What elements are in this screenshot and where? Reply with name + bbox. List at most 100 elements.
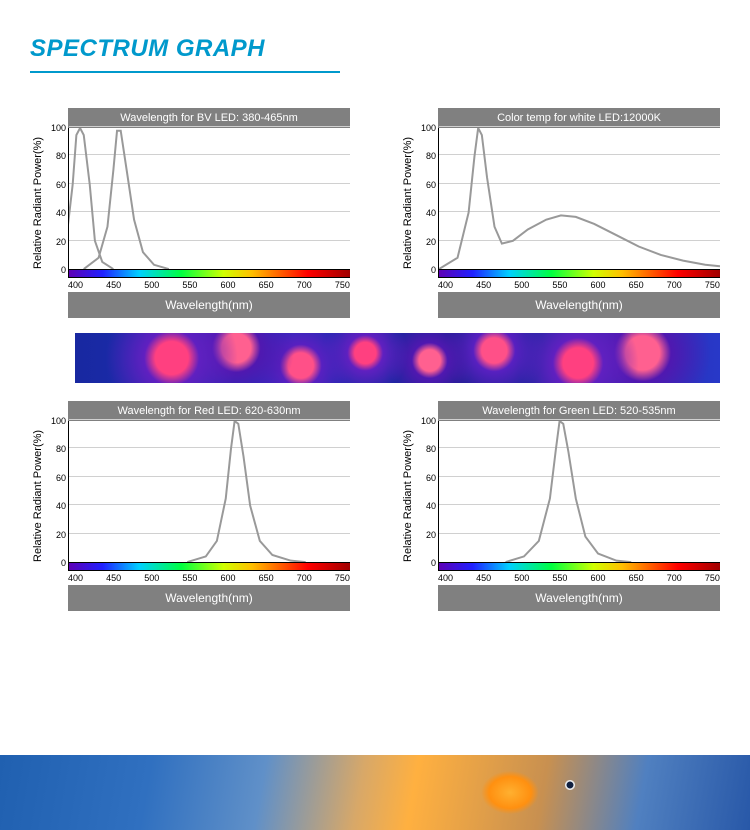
x-tick: 550 [552,573,567,583]
y-axis-label: Relative Radiant Power(%) [30,128,48,278]
chart-body: Relative Radiant Power(%)020406080100 [400,421,720,571]
x-tick: 700 [297,280,312,290]
spectrum-curve [187,421,305,562]
x-axis-label: Wavelength(nm) [438,292,720,318]
chart-red-led: Wavelength for Red LED: 620-630nm Relativ… [30,401,350,611]
x-tick: 400 [438,573,453,583]
x-axis-label: Wavelength(nm) [68,585,350,611]
x-tick: 750 [705,280,720,290]
x-tick: 550 [182,280,197,290]
charts-row-2: Wavelength for Red LED: 620-630nm Relativ… [0,401,750,611]
plot-area [438,128,720,278]
gridline [439,126,720,127]
chart-header: Wavelength for Red LED: 620-630nm [68,401,350,421]
gridline [439,419,720,420]
chart-green-led: Wavelength for Green LED: 520-535nm Relat… [400,401,720,611]
y-tick: 60 [56,180,66,190]
spectrum-color-strip [439,269,720,277]
x-tick: 500 [144,573,159,583]
spectrum-curve [439,128,720,269]
x-tick: 600 [221,280,236,290]
y-tick: 60 [426,473,436,483]
x-tick: 450 [106,573,121,583]
y-tick: 40 [56,208,66,218]
x-tick: 700 [297,573,312,583]
chart-bv-led: Wavelength for BV LED: 380-465nm Relative… [30,108,350,318]
x-tick: 500 [514,280,529,290]
x-tick: 500 [514,573,529,583]
chart-header: Wavelength for BV LED: 380-465nm [68,108,350,128]
y-tick: 0 [61,558,66,568]
curve-svg [69,128,350,277]
charts-row-1: Wavelength for BV LED: 380-465nm Relative… [0,108,750,318]
y-tick: 100 [421,416,436,426]
x-axis-ticks: 400450500550600650700750 [438,278,720,292]
x-tick: 700 [667,280,682,290]
fish-photo-band [0,755,750,830]
y-tick: 60 [426,180,436,190]
y-tick: 80 [426,444,436,454]
coral-photo-band [75,333,720,383]
x-tick: 450 [106,280,121,290]
x-tick: 600 [221,573,236,583]
chart-body: Relative Radiant Power(%)020406080100 [30,128,350,278]
x-axis-label: Wavelength(nm) [68,292,350,318]
y-tick: 20 [426,530,436,540]
plot-area [68,128,350,278]
y-axis-ticks: 020406080100 [48,421,68,571]
x-tick: 650 [259,280,274,290]
x-axis-ticks: 400 450 500 550 600 650 700 750 [438,571,720,585]
x-tick: 600 [591,573,606,583]
spectrum-color-strip [439,562,720,570]
x-tick: 650 [629,573,644,583]
x-tick: 750 [705,573,720,583]
gridline [69,419,350,420]
x-tick: 450 [476,573,491,583]
spectrum-color-strip [69,562,350,570]
chart-body: Relative Radiant Power(%)020406080100 [400,128,720,278]
x-tick: 750 [335,280,350,290]
y-tick: 0 [431,558,436,568]
y-axis-ticks: 020406080100 [418,128,438,278]
y-axis-ticks: 020406080100 [418,421,438,571]
plot-area [68,421,350,571]
x-tick: 650 [259,573,274,583]
y-tick: 20 [426,237,436,247]
y-axis-ticks: 020406080100 [48,128,68,278]
y-axis-label: Relative Radiant Power(%) [400,421,418,571]
y-axis-label: Relative Radiant Power(%) [400,128,418,278]
y-tick: 40 [426,208,436,218]
x-axis-ticks: 400 450 500 550 600 650 700 750 [68,278,350,292]
page-title: SPECTRUM GRAPH [0,0,750,71]
x-tick: 400 [438,280,453,290]
plot-area [438,421,720,571]
x-tick: 550 [552,280,567,290]
y-tick: 100 [51,123,66,133]
x-tick: 550 [182,573,197,583]
y-tick: 0 [61,265,66,275]
y-axis-label: Relative Radiant Power(%) [30,421,48,571]
y-tick: 40 [426,501,436,511]
y-tick: 100 [421,123,436,133]
x-tick: 400 [68,280,83,290]
x-tick: 750 [335,573,350,583]
y-tick: 60 [56,473,66,483]
title-underline [30,71,340,73]
y-tick: 0 [431,265,436,275]
chart-white-led: Color temp for white LED:12000K Relative … [400,108,720,318]
x-tick: 450 [476,280,491,290]
y-tick: 40 [56,501,66,511]
curve-svg [439,421,720,570]
x-tick: 500 [144,280,159,290]
gridline [69,126,350,127]
curve-svg [439,128,720,277]
chart-header: Wavelength for Green LED: 520-535nm [438,401,720,421]
spectrum-curve [506,421,632,562]
y-tick: 80 [56,151,66,161]
x-tick: 650 [629,280,644,290]
x-axis-ticks: 400450500550600650700750 [68,571,350,585]
curve-svg [69,421,350,570]
x-tick: 700 [667,573,682,583]
chart-header: Color temp for white LED:12000K [438,108,720,128]
spectrum-color-strip [69,269,350,277]
